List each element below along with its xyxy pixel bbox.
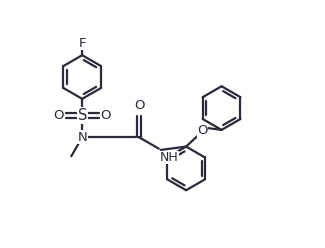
Text: NH: NH [160, 151, 179, 164]
Text: O: O [54, 109, 64, 122]
Text: O: O [198, 124, 208, 137]
Text: O: O [134, 99, 144, 112]
Text: F: F [78, 37, 86, 50]
Text: S: S [77, 108, 87, 123]
Text: O: O [100, 109, 111, 122]
Text: N: N [77, 131, 87, 144]
